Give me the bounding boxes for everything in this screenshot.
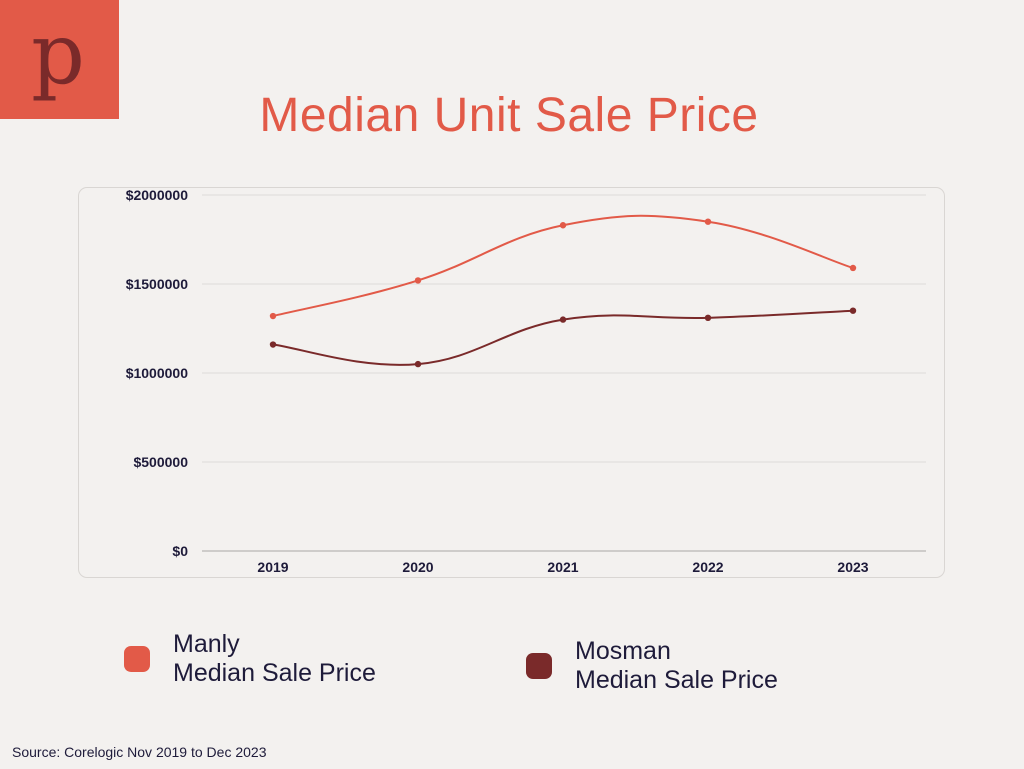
data-point-manly xyxy=(559,222,567,229)
data-point-manly xyxy=(269,312,277,320)
legend-swatch-mosman xyxy=(526,653,552,679)
x-tick-label: 2023 xyxy=(837,559,868,575)
legend-swatch-manly xyxy=(124,646,150,672)
data-point-mosman xyxy=(559,316,567,323)
y-tick-label: $0 xyxy=(172,543,188,559)
brand-logo: p xyxy=(0,0,119,119)
data-point-mosman xyxy=(704,314,712,322)
legend-label-manly-line1: Manly xyxy=(173,630,240,658)
y-tick-label: $500000 xyxy=(133,454,188,470)
x-tick-label: 2020 xyxy=(402,559,433,575)
legend-label-manly: Manly Median Sale Price xyxy=(173,630,376,688)
data-point-mosman xyxy=(849,307,857,314)
data-point-manly xyxy=(414,277,422,284)
source-note: Source: Corelogic Nov 2019 to Dec 2023 xyxy=(12,744,267,760)
chart-title: Median Unit Sale Price xyxy=(259,89,759,142)
data-point-manly xyxy=(849,264,857,272)
legend-item-manly: Manly Median Sale Price xyxy=(124,630,376,688)
logo-letter-icon: p xyxy=(31,5,85,103)
x-tick-label: 2019 xyxy=(257,559,288,575)
data-point-mosman xyxy=(414,360,422,368)
y-tick-label: $1500000 xyxy=(126,276,189,292)
legend-label-mosman-line1: Mosman xyxy=(575,637,671,665)
logo-letter: p xyxy=(31,5,85,103)
legend-label-manly-line2: Median Sale Price xyxy=(173,659,376,687)
data-point-manly xyxy=(704,218,712,225)
y-tick-label: $1000000 xyxy=(126,365,189,381)
y-tick-label: $2000000 xyxy=(126,187,189,203)
line-chart: $0 $500000 $1000000 $1500000 $2000000 2019 202… xyxy=(126,187,926,575)
legend-label-mosman: Mosman Median Sale Price xyxy=(575,637,778,695)
data-point-mosman xyxy=(269,341,277,348)
series-line-manly xyxy=(272,214,854,318)
legend-label-mosman-line2: Median Sale Price xyxy=(575,666,778,694)
x-tick-label: 2022 xyxy=(692,559,723,575)
x-tick-label: 2021 xyxy=(547,559,578,575)
chart-frame xyxy=(78,187,945,578)
legend-item-mosman: Mosman Median Sale Price xyxy=(526,637,778,695)
